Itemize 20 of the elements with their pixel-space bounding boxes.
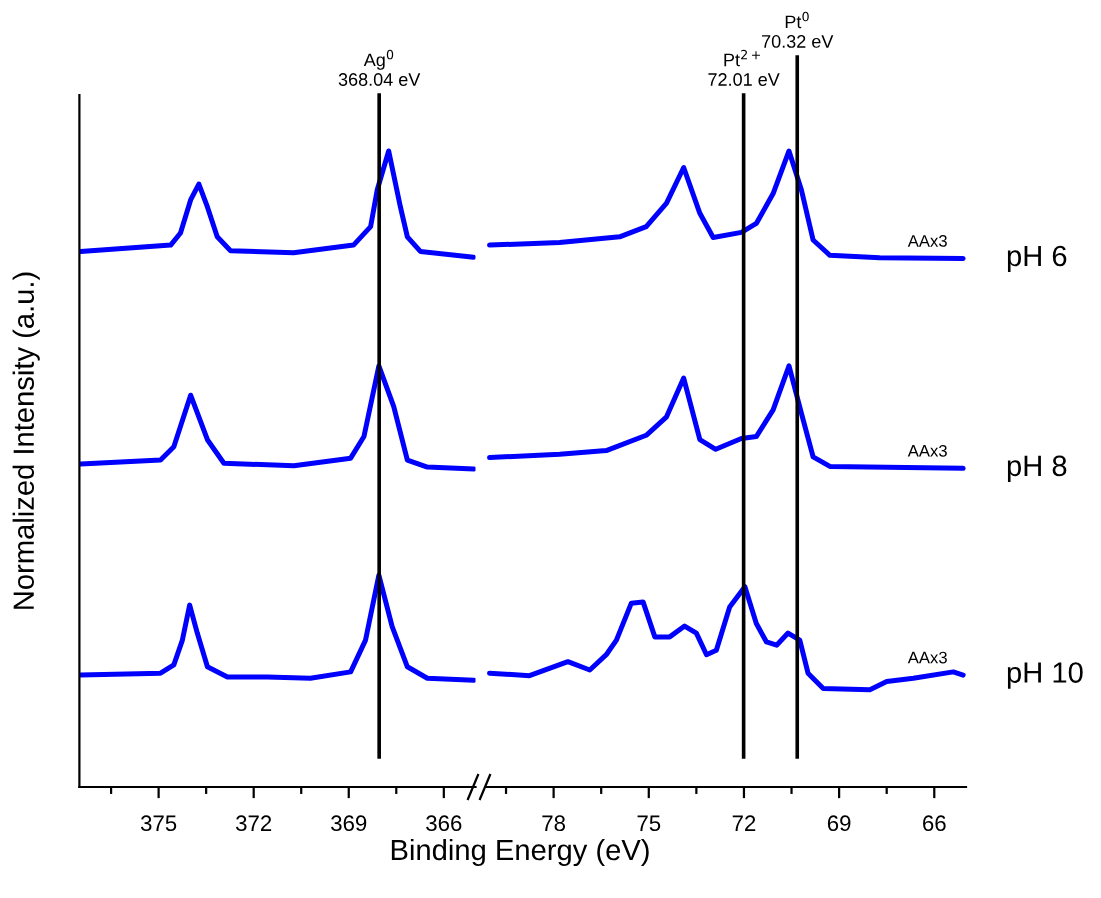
x-tick-label: 372 [235, 815, 272, 832]
x-tick-label: 75 [637, 815, 661, 832]
annotation: AAx3 [907, 444, 947, 457]
x-tick-label: 72 [732, 815, 756, 831]
series-label: pH 8 [1007, 455, 1067, 482]
x-tick-label: 369 [331, 815, 367, 832]
x-axis-title: Binding Energy (eV) [391, 838, 649, 867]
annotation: AAx3 [907, 651, 947, 664]
ref-line-label: Pt$^{2+}$ 72.01 eV [708, 49, 780, 86]
x-tick-label: 375 [140, 815, 177, 832]
annotation: AAx3 [907, 235, 947, 247]
x-tick-label: 69 [827, 815, 851, 832]
x-tick-label: 78 [542, 815, 566, 832]
series-label: pH 10 [1007, 662, 1083, 689]
x-tick-label: 66 [923, 815, 946, 832]
y-axis-title: Normalized Intensity (a.u.) [12, 272, 40, 609]
series-label: pH 6 [1007, 245, 1067, 273]
x-tick-label: 366 [426, 815, 462, 832]
ref-line-label: Pt$^{0}$ 70.32 eV [762, 11, 834, 48]
ref-line-label: Ag$^{0}$ 368.04 eV [338, 49, 421, 86]
